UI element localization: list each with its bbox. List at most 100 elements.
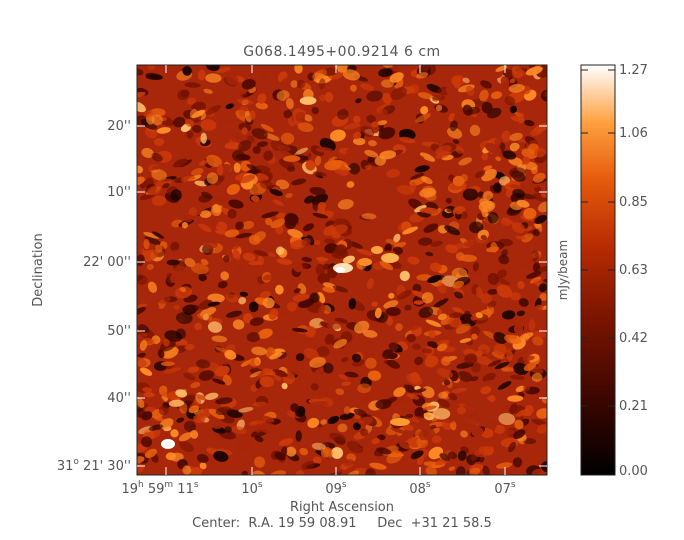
emission-blob: [233, 162, 241, 173]
emission-blob: [327, 320, 343, 330]
emission-blob: [307, 417, 320, 428]
emission-blob: [170, 429, 179, 438]
emission-blob: [465, 85, 475, 96]
emission-blob: [299, 447, 309, 456]
emission-blob: [240, 160, 252, 172]
emission-blob: [444, 225, 461, 236]
emission-blob: [220, 271, 230, 281]
emission-blob: [418, 306, 434, 319]
emission-blob: [263, 201, 274, 210]
emission-blob: [518, 298, 529, 307]
emission-blob: [523, 384, 531, 392]
emission-blob: [283, 432, 292, 438]
emission-blob: [214, 365, 230, 377]
emission-blobs: [137, 65, 547, 475]
emission-blob: [295, 353, 305, 362]
emission-blob: [287, 228, 303, 238]
emission-blob: [487, 395, 495, 401]
emission-blob: [327, 415, 340, 425]
emission-blob: [292, 293, 310, 302]
emission-blob: [510, 292, 521, 301]
emission-blob: [458, 157, 472, 166]
emission-blob: [173, 265, 190, 277]
emission-blob: [495, 277, 511, 285]
emission-blob: [283, 155, 301, 162]
emission-blob: [373, 276, 386, 287]
emission-blob: [193, 397, 202, 406]
emission-blob: [236, 98, 254, 105]
emission-blob: [258, 71, 269, 79]
emission-blob: [478, 446, 487, 452]
emission-blob: [151, 303, 160, 311]
emission-blob: [531, 419, 547, 426]
y-tick-label: 40'': [107, 391, 131, 406]
emission-blob: [242, 220, 255, 230]
emission-blob: [349, 84, 357, 92]
emission-blob: [534, 148, 546, 158]
emission-blob: [211, 204, 222, 217]
emission-blob: [329, 129, 346, 142]
emission-blob: [282, 338, 299, 349]
emission-blob: [143, 392, 155, 398]
emission-blob: [225, 293, 239, 303]
emission-blob: [376, 120, 388, 126]
emission-blob: [431, 435, 442, 444]
emission-blob: [448, 392, 458, 401]
emission-blob: [454, 291, 463, 299]
emission-blob: [238, 140, 252, 152]
emission-blob: [481, 152, 489, 161]
emission-blob: [191, 124, 202, 133]
emission-blob: [137, 464, 145, 473]
emission-blob: [512, 457, 523, 468]
emission-blob: [493, 332, 508, 344]
emission-blob: [494, 138, 501, 148]
emission-blob: [365, 468, 377, 475]
emission-blob: [197, 69, 206, 81]
emission-blob: [367, 157, 375, 163]
emission-blob: [511, 222, 526, 234]
emission-blob: [285, 277, 298, 288]
emission-blob: [529, 424, 538, 431]
emission-blob: [205, 65, 220, 72]
emission-blob: [432, 94, 446, 101]
emission-blob: [447, 127, 463, 139]
emission-blob: [352, 131, 362, 140]
emission-blob: [412, 283, 422, 293]
emission-blob: [393, 387, 406, 397]
emission-blob: [311, 442, 326, 450]
emission-blob: [460, 430, 469, 438]
emission-blob: [371, 301, 378, 307]
emission-blob: [478, 200, 496, 213]
emission-blob: [137, 397, 145, 409]
emission-blob: [314, 239, 321, 246]
emission-blob: [495, 156, 502, 162]
emission-blob: [521, 233, 534, 243]
emission-blob: [248, 260, 262, 266]
emission-blob: [378, 127, 396, 140]
emission-blob: [526, 298, 537, 307]
emission-blob: [182, 465, 192, 475]
emission-blob: [353, 137, 366, 146]
emission-blob: [424, 355, 439, 368]
emission-blob: [146, 156, 159, 165]
emission-blob: [268, 308, 279, 320]
emission-blob: [198, 370, 215, 381]
emission-blob: [368, 140, 377, 147]
emission-blob: [371, 121, 379, 128]
emission-blob: [252, 401, 267, 407]
emission-blob: [215, 346, 228, 353]
emission-blob: [272, 369, 288, 378]
emission-blob: [181, 221, 189, 229]
emission-blob: [477, 191, 485, 198]
emission-blob: [494, 361, 510, 370]
emission-blob: [269, 470, 287, 475]
emission-blob: [471, 333, 478, 340]
emission-blob: [417, 92, 433, 100]
emission-blob: [504, 429, 515, 435]
emission-blob: [331, 447, 344, 459]
emission-blob: [235, 263, 247, 272]
center-coordinates: Center: R.A. 19 59 08.91 Dec +31 21 58.5: [192, 516, 492, 531]
emission-blob: [510, 201, 523, 211]
emission-blob: [215, 195, 228, 206]
